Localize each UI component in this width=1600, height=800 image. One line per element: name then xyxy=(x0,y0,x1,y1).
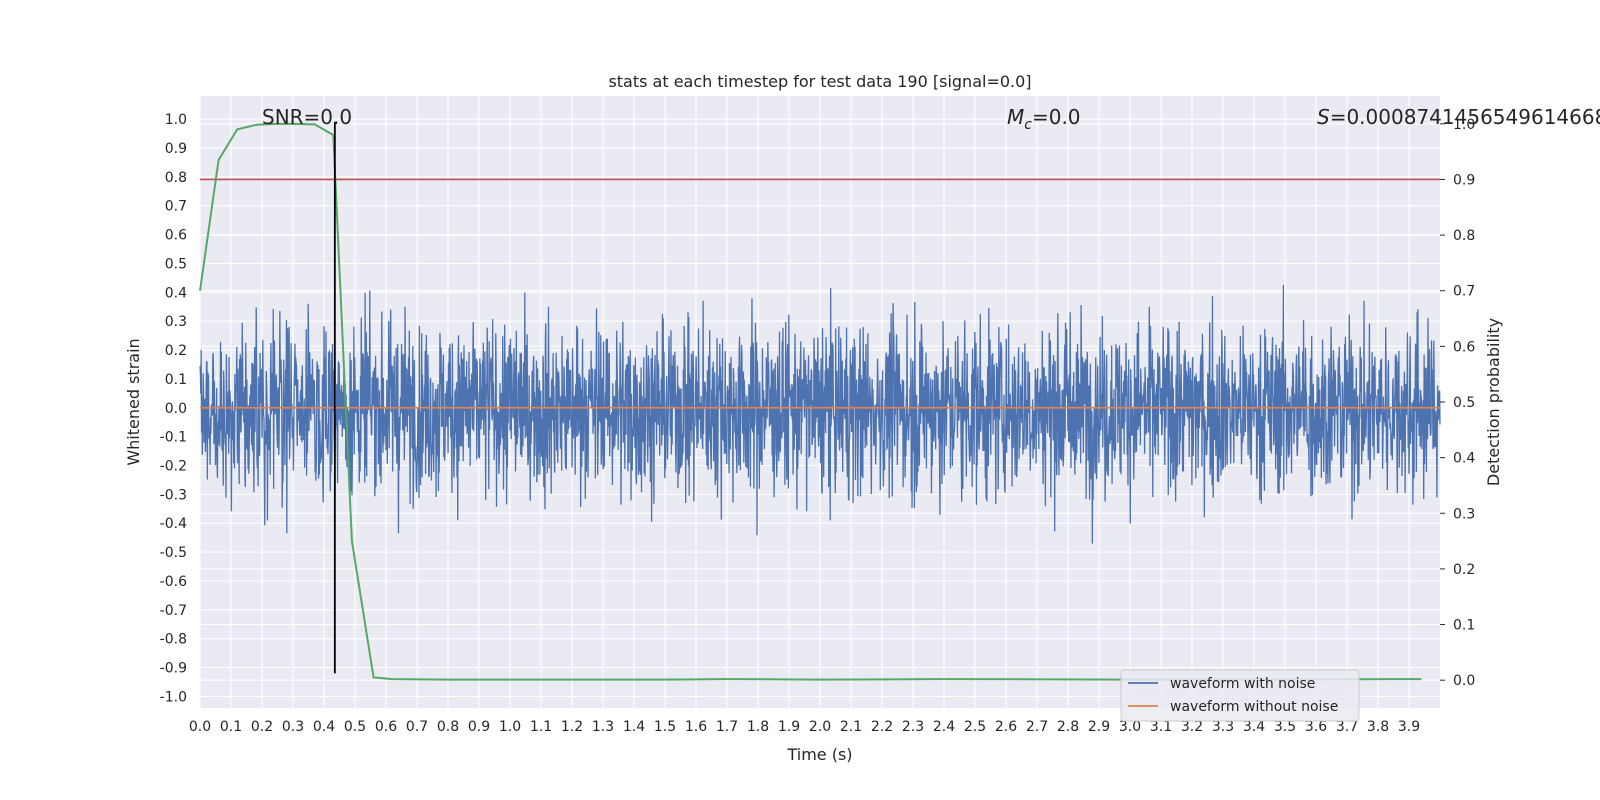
y-tick-label: -0.4 xyxy=(160,516,187,532)
x-tick-label: 3.2 xyxy=(1181,719,1203,735)
x-tick-label: 3.1 xyxy=(1150,719,1172,735)
x-tick-label: 2.5 xyxy=(964,719,986,735)
x-tick-label: 3.0 xyxy=(1119,719,1141,735)
x-tick-label: 0.3 xyxy=(282,719,304,735)
y-tick-label: -0.6 xyxy=(160,574,187,590)
legend-label-noise: waveform with noise xyxy=(1170,676,1315,692)
x-tick-label: 3.4 xyxy=(1243,719,1265,735)
y2-tick-label: 0.1 xyxy=(1453,618,1475,634)
y2-tick-label: 0.5 xyxy=(1453,395,1475,411)
x-tick-label: 1.5 xyxy=(654,719,676,735)
y-tick-label: 0.6 xyxy=(165,228,187,244)
mc-subscript: c xyxy=(1024,117,1032,133)
y-tick-label: 0.9 xyxy=(165,141,187,157)
y2-axis-ticks: 0.0 0.1 0.2 0.3 0.4 0.5 0.6 0.7 0.8 0.9 1.0 xyxy=(1440,117,1475,689)
y-tick-label: -0.2 xyxy=(160,459,187,475)
x-tick-label: 0.6 xyxy=(375,719,397,735)
y-tick-label: -0.1 xyxy=(160,430,187,446)
x-tick-label: 0.1 xyxy=(220,719,242,735)
series-waveform-with-noise xyxy=(199,284,1441,544)
y-tick-label: 0.8 xyxy=(165,170,187,186)
y2-tick-label: 1.0 xyxy=(1453,117,1475,133)
detection-probability-line xyxy=(199,122,1422,681)
legend-box xyxy=(1120,669,1360,722)
x-tick-label: 2.8 xyxy=(1057,719,1079,735)
x-tick-label: 0.0 xyxy=(189,719,211,735)
s-value: =0.0008741456549614668 xyxy=(1330,105,1600,129)
x-tick-label: 0.2 xyxy=(251,719,273,735)
y-tick-label: 0.0 xyxy=(165,401,187,417)
x-axis-ticks: 0.0 0.1 0.2 0.3 0.4 0.5 0.6 0.7 0.8 0.9 1.0 1.1 1.2 1… xyxy=(189,719,1420,735)
x-axis-label: Time (s) xyxy=(786,745,852,764)
y-axis-ticks: -1.0 -0.9 -0.8 -0.7 -0.6 -0.5 -0.4 -0.3 -0.2 -0.1… xyxy=(160,112,187,705)
y-tick-label: 0.1 xyxy=(165,372,187,388)
x-tick-label: 1.2 xyxy=(561,719,583,735)
x-tick-label: 0.9 xyxy=(468,719,490,735)
x-tick-label: 1.8 xyxy=(747,719,769,735)
y2-tick-label: 0.6 xyxy=(1453,339,1475,355)
x-tick-label: 2.1 xyxy=(840,719,862,735)
y-tick-label: 0.3 xyxy=(165,314,187,330)
x-tick-label: 2.6 xyxy=(995,719,1017,735)
x-tick-label: 1.7 xyxy=(716,719,738,735)
legend: waveform with noise waveform without noi… xyxy=(1120,669,1360,722)
x-tick-label: 1.4 xyxy=(623,719,645,735)
y2-tick-label: 0.3 xyxy=(1453,506,1475,522)
chart-title: stats at each timestep for test data 190… xyxy=(608,72,1031,91)
mc-value: =0.0 xyxy=(1032,105,1081,129)
y-tick-label: 0.5 xyxy=(165,256,187,272)
x-tick-label: 3.5 xyxy=(1274,719,1296,735)
s-annotation: S=0.0008741456549614668 xyxy=(1317,105,1600,129)
y-tick-label: -0.7 xyxy=(160,603,187,619)
y2-tick-label: 0.9 xyxy=(1453,172,1475,188)
y-tick-label: -0.3 xyxy=(160,487,187,503)
x-tick-label: 1.0 xyxy=(499,719,521,735)
legend-label-clean: waveform without noise xyxy=(1170,699,1338,715)
x-tick-label: 2.7 xyxy=(1026,719,1048,735)
x-tick-label: 3.8 xyxy=(1367,719,1389,735)
x-tick-label: 0.7 xyxy=(406,719,428,735)
x-tick-label: 3.9 xyxy=(1398,719,1420,735)
x-tick-label: 0.8 xyxy=(437,719,459,735)
x-tick-label: 3.6 xyxy=(1305,719,1327,735)
x-tick-label: 2.4 xyxy=(933,719,955,735)
x-tick-label: 2.0 xyxy=(809,719,831,735)
y2-tick-label: 0.0 xyxy=(1453,673,1475,689)
s-symbol: S xyxy=(1317,105,1330,129)
y-tick-label: 0.4 xyxy=(165,285,187,301)
x-tick-label: 3.3 xyxy=(1212,719,1234,735)
x-tick-label: 2.3 xyxy=(902,719,924,735)
mc-symbol: M xyxy=(1007,105,1024,129)
y-axis-label: Whitened strain xyxy=(124,338,143,465)
mc-annotation: Mc=0.0 xyxy=(1007,105,1081,133)
y-tick-label: -0.8 xyxy=(160,632,187,648)
x-tick-label: 0.5 xyxy=(344,719,366,735)
overlays xyxy=(199,121,1440,681)
grid xyxy=(199,96,1440,708)
y2-tick-label: 0.4 xyxy=(1453,451,1475,467)
y-tick-label: -1.0 xyxy=(160,689,187,705)
x-tick-label: 2.2 xyxy=(871,719,893,735)
y2-axis-label: Detection probability xyxy=(1484,318,1503,486)
y-tick-label: 0.7 xyxy=(165,199,187,215)
x-tick-label: 0.4 xyxy=(313,719,335,735)
y-tick-label: 0.2 xyxy=(165,343,187,359)
x-tick-label: 1.1 xyxy=(530,719,552,735)
y2-tick-label: 0.7 xyxy=(1453,284,1475,300)
x-tick-label: 1.6 xyxy=(685,719,707,735)
x-tick-label: 3.7 xyxy=(1336,719,1358,735)
y-tick-label: 1.0 xyxy=(165,112,187,128)
x-tick-label: 1.3 xyxy=(592,719,614,735)
snr-annotation: SNR=0.0 xyxy=(262,105,352,129)
waveform-with-noise-line xyxy=(199,284,1441,544)
x-tick-label: 1.9 xyxy=(778,719,800,735)
x-tick-label: 2.9 xyxy=(1088,719,1110,735)
y2-tick-label: 0.2 xyxy=(1453,562,1475,578)
y-tick-label: -0.9 xyxy=(160,661,187,677)
y2-tick-label: 0.8 xyxy=(1453,228,1475,244)
y-tick-label: -0.5 xyxy=(160,545,187,561)
